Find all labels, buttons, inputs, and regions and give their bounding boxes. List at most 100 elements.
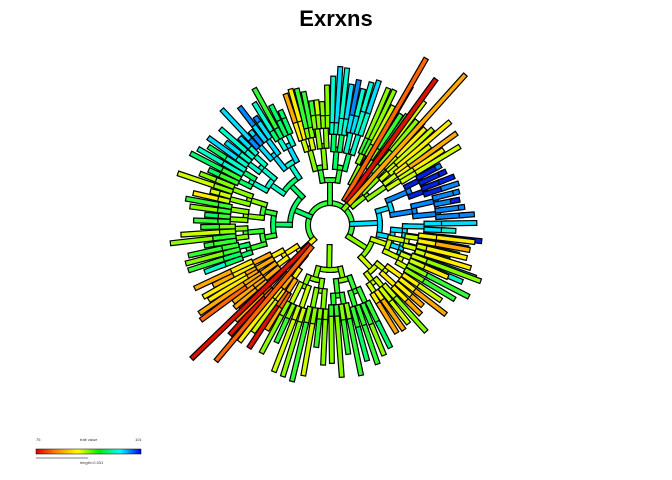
tip-branch [181, 230, 220, 237]
internal-branch [264, 135, 280, 156]
legend-max-label: 101 [135, 437, 142, 442]
tip-branch [188, 257, 224, 272]
tip-branch [207, 136, 238, 160]
internal-branch [390, 209, 417, 217]
tip-branch [272, 319, 296, 372]
tip-branch [365, 88, 390, 139]
tip-branch [219, 127, 247, 153]
tip-branch [314, 100, 320, 115]
internal-arc [271, 211, 277, 238]
tip-branch [339, 68, 349, 119]
internal-branch [211, 176, 235, 189]
tip-branch [199, 172, 217, 182]
legend-length-label: length=0.031 [80, 460, 104, 465]
internal-branch [398, 277, 419, 295]
long-branch [190, 243, 311, 360]
internal-branch [407, 263, 432, 279]
internal-branch [209, 182, 233, 194]
tip-branch [369, 89, 396, 141]
tip-branch [435, 164, 442, 170]
tip-branch [278, 110, 286, 119]
tip-branch [194, 269, 232, 290]
tip-branch [238, 106, 255, 127]
long-branch [214, 245, 314, 362]
internal-branch [358, 108, 371, 136]
internal-branch [356, 305, 368, 330]
internal-branch [226, 259, 253, 275]
tip-branch [274, 317, 289, 343]
internal-branch [419, 171, 444, 185]
internal-branch [321, 289, 327, 314]
clade-stem [346, 234, 371, 252]
internal-branch [366, 300, 381, 326]
tip-branch [320, 102, 325, 116]
tip-branch [355, 89, 365, 116]
tip-branch [375, 321, 392, 348]
internal-branch [436, 213, 464, 219]
internal-branch [421, 179, 444, 191]
tip-branch [220, 108, 251, 141]
tip-branch [413, 289, 447, 316]
tip-branch [228, 296, 266, 336]
tip-branch [381, 299, 406, 331]
tip-branch [269, 104, 281, 121]
tip-branch [232, 284, 255, 304]
clade-stem [350, 220, 382, 226]
tip-branch [204, 262, 226, 274]
tip-branch [301, 323, 315, 376]
tip-branch [238, 136, 251, 149]
tip-branch [334, 67, 343, 123]
internal-branch [217, 166, 241, 181]
tip-branch [330, 76, 336, 123]
internal-branch [350, 306, 361, 332]
internal-branch [221, 154, 246, 172]
internal-branch [402, 273, 423, 289]
tip-branch [185, 251, 224, 266]
tip-branch [356, 327, 369, 361]
tip-branch [424, 265, 449, 279]
tip-branch [200, 285, 247, 322]
long-branch [345, 78, 438, 204]
internal-branch [419, 233, 441, 240]
tip-branch [202, 271, 246, 299]
long-branch [347, 73, 467, 206]
tip-branch [325, 85, 330, 115]
tip-branch [417, 283, 442, 302]
tip-branch [396, 120, 451, 168]
tip-branch [406, 144, 431, 166]
internal-branch [310, 287, 319, 312]
tip-branch [252, 102, 273, 132]
tip-branch [413, 148, 444, 171]
internal-branch [248, 252, 272, 267]
tip-branch [247, 304, 279, 349]
color-legend: 75 trait value 101 length=0.031 [35, 437, 142, 465]
tip-branch [335, 316, 344, 377]
tip-branch [208, 145, 227, 160]
internal-branch [435, 205, 463, 213]
tip-branch [260, 314, 283, 354]
internal-branch [218, 159, 244, 176]
internal-arc [315, 266, 343, 272]
tip-branch [193, 191, 218, 201]
internal-branch [361, 303, 375, 329]
internal-branch [228, 186, 253, 199]
internal-branch [391, 285, 411, 305]
tip-branch [190, 151, 223, 171]
tip-branch [238, 297, 275, 343]
internal-branch [249, 121, 268, 143]
internal-branch [413, 211, 440, 219]
tip-branch [186, 197, 219, 207]
internal-branch [321, 144, 327, 169]
internal-branch [350, 130, 362, 155]
tip-branch [204, 242, 214, 248]
tip-branch [424, 252, 471, 270]
tip-branch [438, 174, 455, 184]
tip-branch [251, 299, 278, 333]
tip-branch [435, 242, 470, 252]
tip-branch [395, 127, 427, 159]
tip-branch [321, 320, 328, 365]
internal-branch [314, 124, 322, 149]
tip-branch [347, 318, 363, 376]
tip-branch [436, 235, 475, 244]
